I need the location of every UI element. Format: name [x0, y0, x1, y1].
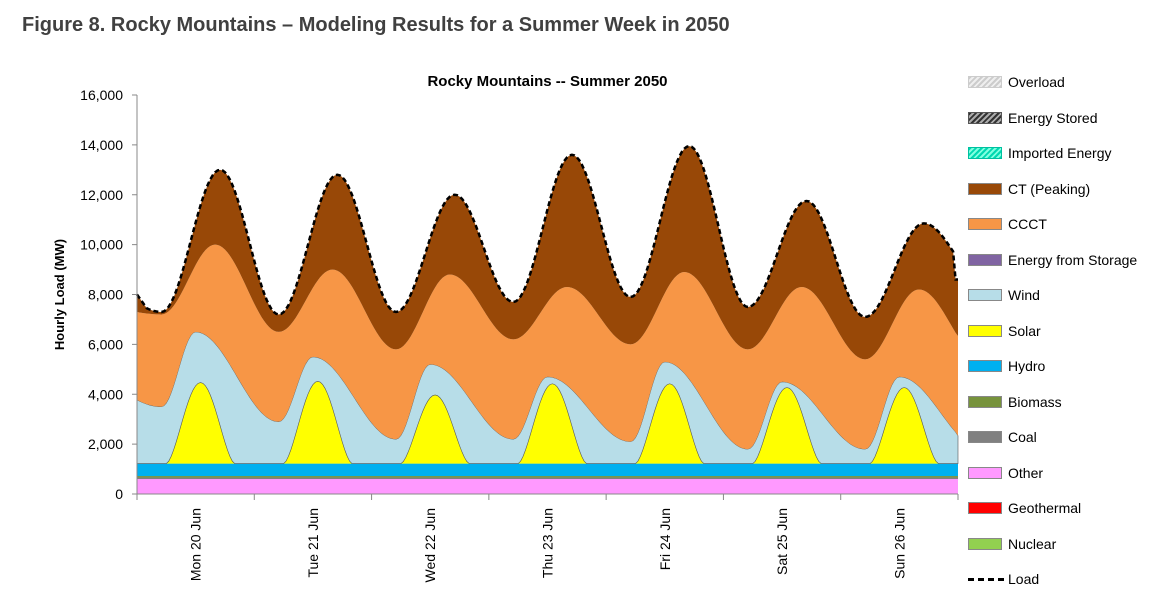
x-tick-label: Wed 22 Jun [422, 508, 438, 582]
area-chart: Rocky Mountains -- Summer 2050 Hourly Loa… [52, 73, 959, 582]
y-tick-label: 14,000 [80, 137, 123, 153]
x-tick-label: Fri 24 Jun [657, 508, 673, 570]
legend-swatch [968, 466, 1002, 479]
legend-swatch [968, 324, 1002, 337]
legend-swatch [968, 395, 1002, 408]
y-tick-label: 16,000 [80, 87, 123, 103]
figure-title: Figure 8. Rocky Mountains – Modeling Res… [22, 14, 730, 36]
legend-item: Wind [968, 285, 1040, 305]
legend-item: Nuclear [968, 534, 1056, 554]
y-tick-label: 4,000 [88, 386, 123, 402]
legend-swatch [968, 218, 1002, 230]
y-tick-label: 8,000 [88, 287, 123, 303]
legend-swatch [968, 289, 1002, 301]
x-tick-label: Sat 25 Jun [774, 508, 790, 575]
legend-item: Energy from Storage [968, 250, 1137, 270]
legend-label: CT (Peaking) [1008, 180, 1091, 197]
legend-item: Load [968, 569, 1039, 589]
area-other [137, 479, 958, 494]
legend-swatch [968, 76, 1002, 88]
x-tick-label: Thu 23 Jun [540, 508, 556, 578]
legend-swatch [968, 537, 1002, 550]
legend-item: Hydro [968, 356, 1045, 376]
x-tick-label: Mon 20 Jun [188, 508, 204, 581]
legend-label: Wind [1008, 287, 1040, 303]
legend-label: Nuclear [1008, 535, 1057, 552]
load-line [135, 144, 958, 319]
legend-swatch [968, 360, 1002, 372]
legend-item: Geothermal [968, 498, 1081, 518]
legend-swatch [968, 147, 1002, 159]
area-solar [137, 381, 958, 464]
legend-item: Overload [968, 72, 1065, 92]
legend-label: Energy from Storage [1008, 251, 1138, 268]
x-tick-label: Sun 26 Jun [891, 508, 907, 579]
area-hydro [137, 463, 958, 477]
legend-swatch [968, 111, 1002, 124]
legend-label: Imported Energy [1008, 145, 1112, 161]
legend-swatch [968, 502, 1002, 514]
legend-item: CT (Peaking) [968, 179, 1090, 199]
y-tick-label: 6,000 [88, 336, 123, 352]
legend-label: Coal [1008, 429, 1037, 445]
y-tick-label: 12,000 [80, 187, 123, 203]
legend-item: Other [968, 463, 1043, 483]
area-coal [137, 477, 958, 480]
legend-label: Solar [1008, 322, 1041, 339]
legend-item: CCCT [968, 214, 1047, 234]
legend-label: Overload [1008, 74, 1065, 90]
y-axis-label: Hourly Load (MW) [52, 239, 67, 350]
legend-item: Imported Energy [968, 143, 1112, 163]
area-biomass [137, 476, 958, 478]
legend-item: Energy Stored [968, 108, 1098, 128]
legend-label: Hydro [1008, 358, 1046, 374]
legend-label: CCCT [1008, 216, 1047, 232]
legend-label: Biomass [1008, 393, 1062, 410]
legend-label: Energy Stored [1008, 109, 1098, 126]
legend-item: Coal [968, 427, 1037, 447]
legend-swatch [968, 577, 1004, 581]
legend-item: Solar [968, 321, 1041, 341]
y-tick-label: 0 [115, 486, 123, 502]
area-ccct [137, 244, 958, 450]
legend-swatch [968, 431, 1002, 443]
area-wind [136, 331, 959, 464]
legend-item: Biomass [968, 392, 1062, 412]
legend-swatch [968, 253, 1002, 266]
legend-swatch [968, 182, 1002, 195]
x-tick-label: Tue 21 Jun [305, 508, 321, 578]
y-tick-label: 10,000 [80, 237, 123, 253]
legend-label: Geothermal [1008, 500, 1082, 516]
y-tick-label: 2,000 [88, 436, 123, 452]
chart-title: Rocky Mountains -- Summer 2050 [427, 73, 667, 90]
legend-label: Other [1008, 464, 1044, 481]
legend-label: Load [1008, 571, 1040, 587]
